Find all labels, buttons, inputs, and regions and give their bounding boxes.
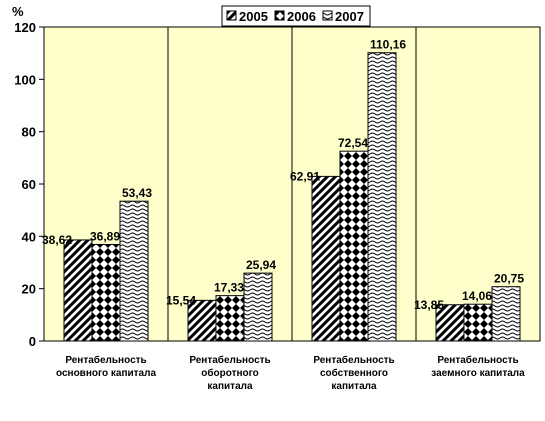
legend-swatch-2005 [226,10,237,21]
y-axis: 0 20 40 60 80 100 120 [14,20,44,349]
bar-2005-cat2 [187,299,217,342]
data-label-2005-cat3: 62,91 [290,169,320,183]
data-label-2005-cat2: 15,54 [166,293,196,307]
y-tick-label: 100 [14,72,36,87]
bar-2007-cat3 [367,52,397,342]
category-label: Рентабельность основного капитала [56,354,156,379]
legend-label-2006: 2006 [287,9,316,24]
grid-lines [167,27,417,341]
bar-2007-cat1 [119,200,149,342]
data-label-2006-cat2: 17,33 [214,281,244,295]
data-label-2006-cat3: 72,54 [338,136,368,150]
bar-2006-cat4 [463,303,493,342]
bar-2005-cat4 [435,304,465,342]
data-label-2006-cat4: 14,06 [462,289,492,303]
category-label: Рентабельность заемного капитала [431,354,525,379]
data-label-2005-cat4: 13,85 [414,298,444,312]
category-label: Рентабельность собственного капитала [313,354,394,392]
legend-box [221,5,371,27]
bar-2005-cat1 [63,239,93,342]
y-tick-label: 60 [22,177,36,192]
y-tick-label: 40 [22,229,36,244]
y-tick-label: 120 [14,20,36,35]
data-label-2005-cat1: 38,62 [42,233,72,247]
y-tick-label: 20 [22,282,36,297]
legend: 2005 2006 2007 [221,5,371,27]
legend-label-2007: 2007 [335,9,364,24]
bar-2007-cat2 [243,272,273,342]
data-label-2006-cat1: 36,89 [90,229,120,243]
bar-2007-cat4 [491,286,521,342]
bars [63,52,521,342]
data-label-2007-cat2: 25,94 [246,258,276,272]
data-label-2007-cat3: 110,16 [370,38,406,52]
bar-2006-cat2 [215,295,245,342]
data-label-2007-cat4: 20,75 [494,272,524,286]
bar-2006-cat1 [91,243,121,342]
y-tick-label: 0 [29,334,36,349]
bar-2005-cat3 [311,175,341,342]
y-tick-label: 80 [22,125,36,140]
data-label-2007-cat1: 53,43 [122,186,152,200]
y-axis-label: % [12,4,24,19]
legend-swatch-2006 [274,10,285,21]
legend-label-2005: 2005 [239,9,268,24]
legend-swatch-2007 [322,10,333,21]
category-labels: Рентабельность основного капитала Рентабел… [56,354,525,392]
bar-2006-cat3 [339,150,369,342]
category-label: Рентабельность оборотного капитала [189,354,270,392]
